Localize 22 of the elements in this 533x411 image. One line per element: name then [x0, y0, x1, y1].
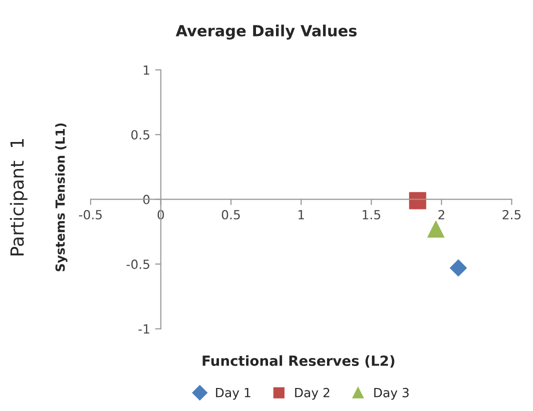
y-tick-label: 0 [143, 194, 150, 204]
legend-label: Day 2 [295, 388, 330, 400]
point [427, 220, 444, 238]
point [450, 259, 467, 277]
y-tick-label: -0.5 [126, 260, 150, 269]
x-tick-label: 1.5 [362, 210, 380, 220]
x-axis-title: Functional Reserves (L2) [202, 355, 394, 368]
legend-label: Day 1 [216, 388, 250, 400]
x-tick-label: 0.5 [222, 210, 240, 220]
text: Participant 1 [10, 139, 28, 256]
point [409, 192, 426, 210]
legend-label: Day 3 [374, 388, 409, 400]
x-tick-label: 2 [438, 210, 444, 220]
y-tick-label: 0.5 [131, 130, 150, 140]
y-tick-label: 1 [144, 66, 150, 75]
x-tick-label: -0.5 [79, 210, 102, 220]
y-tick-label: -1 [138, 324, 150, 334]
x-tick-label: 1 [298, 210, 304, 220]
y-axis-title: Systems Tension (L1) [55, 123, 68, 272]
x-tick-label: 2.5 [502, 210, 521, 220]
x-tick-label: 0 [158, 210, 164, 220]
chart-title: Average Daily Values [176, 24, 357, 40]
